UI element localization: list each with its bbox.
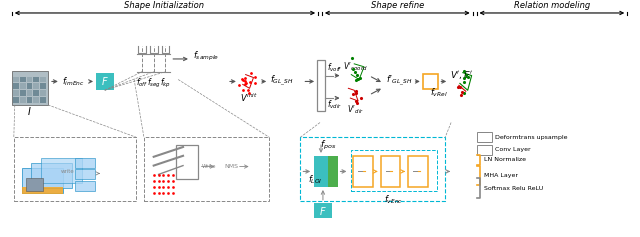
Bar: [12, 71, 48, 105]
Bar: [13, 83, 19, 89]
Text: LN Normalize: LN Normalize: [484, 157, 526, 162]
Text: write: write: [61, 169, 74, 174]
Bar: [351, 150, 437, 191]
Bar: [40, 97, 46, 103]
Bar: [22, 187, 63, 194]
Text: $F$: $F$: [101, 75, 109, 87]
Text: $f_{off}$: $f_{off}$: [136, 77, 148, 89]
Bar: [381, 156, 400, 187]
Bar: [40, 77, 46, 82]
Bar: [22, 168, 63, 193]
Bar: [408, 156, 428, 187]
Bar: [76, 181, 95, 191]
Bar: [314, 156, 328, 187]
Bar: [33, 83, 39, 89]
Text: $I$: $I$: [27, 105, 32, 117]
Bar: [353, 156, 373, 187]
Text: Shape Initialization: Shape Initialization: [124, 1, 204, 10]
Bar: [13, 77, 19, 82]
Text: $V'_{dir}$: $V'_{dir}$: [347, 104, 364, 116]
Bar: [20, 77, 26, 82]
Bar: [300, 137, 445, 201]
Text: $f_{vEnc}$: $f_{vEnc}$: [384, 194, 403, 206]
Bar: [33, 90, 39, 96]
Bar: [33, 77, 39, 82]
Bar: [31, 163, 72, 188]
Text: $f_{seg}$: $f_{seg}$: [147, 77, 161, 90]
Text: $f_{imEnc}$: $f_{imEnc}$: [61, 75, 84, 88]
Bar: [26, 77, 33, 82]
Bar: [26, 83, 33, 89]
Bar: [26, 90, 33, 96]
Text: Write: Write: [202, 164, 217, 169]
Bar: [328, 156, 338, 187]
Bar: [40, 83, 46, 89]
Bar: [40, 90, 46, 96]
Text: $f_{vRel}$: $f_{vRel}$: [429, 87, 447, 100]
Bar: [477, 132, 492, 142]
Bar: [20, 97, 26, 103]
Bar: [422, 74, 438, 89]
Bar: [76, 158, 95, 168]
Text: $f_{pos}$: $f_{pos}$: [320, 138, 336, 152]
Text: $F$: $F$: [319, 205, 327, 217]
Text: $V^{init}$: $V^{init}$: [240, 91, 258, 104]
Text: $f_{sample}$: $f_{sample}$: [193, 50, 219, 63]
Bar: [477, 145, 492, 155]
Bar: [26, 97, 33, 103]
Text: Deformtrans upsample: Deformtrans upsample: [495, 135, 568, 140]
Text: $f_{vdir}$: $f_{vdir}$: [327, 99, 342, 111]
Text: $f_{GL\_SH}$: $f_{GL\_SH}$: [270, 73, 294, 88]
Text: $f_{kp}$: $f_{kp}$: [160, 77, 171, 90]
Text: $V', E'$: $V', E'$: [450, 69, 474, 81]
Bar: [26, 178, 43, 191]
Bar: [96, 73, 113, 90]
Text: Softmax Relu ReLU: Softmax Relu ReLU: [484, 186, 543, 191]
Text: $f'_{GL\_SH}$: $f'_{GL\_SH}$: [385, 73, 412, 88]
Bar: [176, 145, 198, 179]
Text: Conv Layer: Conv Layer: [495, 147, 531, 152]
Bar: [76, 169, 95, 179]
Text: $V'_{coord}$: $V'_{coord}$: [343, 61, 367, 73]
Bar: [317, 60, 325, 111]
Bar: [41, 158, 83, 183]
Bar: [13, 90, 19, 96]
Text: Shape refine: Shape refine: [371, 1, 424, 10]
Text: NMS: NMS: [224, 164, 238, 169]
Text: Relation modeling: Relation modeling: [514, 1, 590, 10]
Text: MHA Layer: MHA Layer: [484, 173, 518, 178]
Bar: [314, 203, 332, 219]
Text: $f_{voff}$: $f_{voff}$: [327, 62, 342, 74]
Bar: [13, 97, 19, 103]
Text: $f_{LOI}$: $f_{LOI}$: [308, 173, 323, 186]
Bar: [33, 97, 39, 103]
Bar: [20, 90, 26, 96]
Bar: [14, 137, 136, 201]
Bar: [20, 83, 26, 89]
Bar: [144, 137, 269, 201]
